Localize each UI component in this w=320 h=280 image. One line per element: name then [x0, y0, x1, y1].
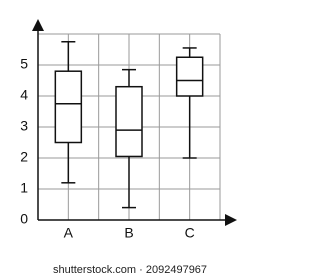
x-tick-label: C	[185, 225, 195, 241]
chart: shutterstock.com · 2092497967 0 1 2 3 4 5 A B C	[20, 19, 237, 276]
y-tick-label: 2	[20, 149, 28, 165]
y-tick-label: 4	[20, 87, 28, 103]
box	[54, 70, 83, 144]
y-tick-label: 0	[20, 211, 28, 227]
box	[115, 85, 143, 158]
x-tick-label: B	[124, 225, 133, 241]
watermark: shutterstock.com · 2092497967	[53, 264, 207, 276]
y-tick-label: 5	[20, 56, 28, 72]
y-tick-label: 1	[20, 180, 28, 196]
box	[175, 56, 204, 97]
y-tick-label: 3	[20, 118, 28, 134]
x-tick-label: A	[64, 225, 74, 241]
